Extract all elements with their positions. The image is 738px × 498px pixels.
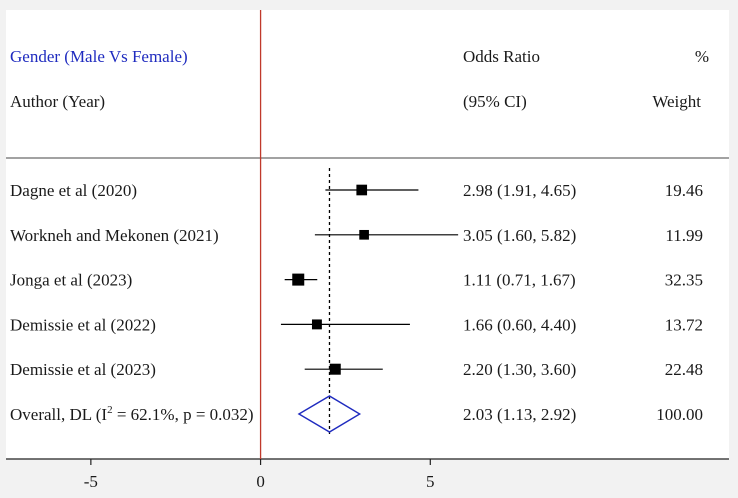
study-odds-ratio-ci: 3.05 (1.60, 5.82) [463,226,576,245]
column-header-ci: (95% CI) [463,92,527,111]
point-estimate-marker [359,229,369,240]
study-label: Workneh and Mekonen (2021) [10,226,219,245]
x-axis-ticks: -5 0 5 [84,459,435,491]
point-estimate-marker [292,273,305,286]
overall-label: Overall, DL (I2 = 62.1%, p = 0.032) [10,404,254,424]
column-header-author: Author (Year) [10,92,105,111]
study-odds-ratio-ci: 1.66 (0.60, 4.40) [463,315,576,334]
study-row-3 [284,273,318,286]
study-weight: 22.48 [665,360,703,379]
x-tick-label: 0 [256,472,265,491]
point-estimate-marker [311,319,322,330]
x-tick-label: -5 [84,472,98,491]
point-estimate-marker [356,184,368,196]
study-label: Dagne et al (2020) [10,181,137,200]
overall-odds-ratio-ci: 2.03 (1.13, 2.92) [463,405,576,424]
study-odds-ratio-ci: 1.11 (0.71, 1.67) [463,271,576,290]
study-weight: 32.35 [665,271,703,290]
study-row-5 [304,363,383,375]
column-header-odds-ratio: Odds Ratio [463,47,540,66]
study-label: Jonga et al (2023) [10,271,132,290]
chart-marks [259,10,459,459]
group-label: Gender (Male Vs Female) [10,47,188,66]
study-weight: 11.99 [665,226,703,245]
study-odds-ratio-ci: 2.98 (1.91, 4.65) [463,181,576,200]
x-tick-label: 5 [426,472,435,491]
study-label: Demissie et al (2022) [10,315,156,334]
study-odds-ratio-ci: 2.20 (1.30, 3.60) [463,360,576,379]
overall-weight: 100.00 [656,405,703,424]
study-row-1 [325,184,419,196]
column-header-weight: Weight [652,92,701,111]
column-header-percent: % [695,47,709,66]
study-weight: 19.46 [665,181,703,200]
overall-diamond [297,395,362,433]
study-weight: 13.72 [665,315,703,334]
point-estimate-marker [329,363,341,375]
study-row-4 [280,319,410,330]
chart-labels: Dagne et al (2020) 2.98 (1.91, 4.65) 19.46… [10,181,703,424]
study-label: Demissie et al (2023) [10,360,156,379]
study-row-2 [314,229,459,240]
